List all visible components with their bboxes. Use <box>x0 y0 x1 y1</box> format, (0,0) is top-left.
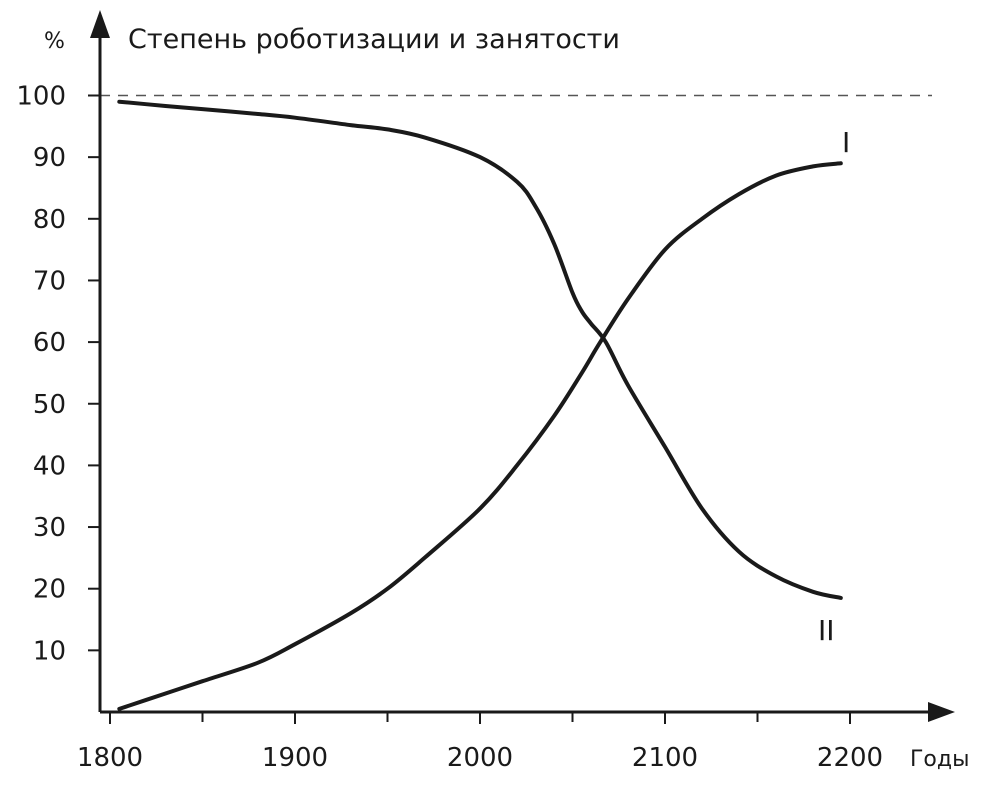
series-line-ii <box>117 99 843 600</box>
y-tick-label: 40 <box>33 451 66 481</box>
y-tick-label: 70 <box>33 266 66 296</box>
axes <box>90 10 955 722</box>
y-tick-label: 10 <box>33 636 66 666</box>
y-tick-label: 60 <box>33 328 66 358</box>
x-tick-label: 1800 <box>77 743 143 773</box>
x-axis-label: Годы <box>910 747 969 772</box>
x-tick-label: 1900 <box>262 743 328 773</box>
series-layer <box>117 99 843 711</box>
y-axis-arrow <box>90 10 110 38</box>
chart-title: Степень роботизации и занятости <box>128 24 620 55</box>
y-axis-unit: % <box>44 29 65 54</box>
y-tick-label: 30 <box>33 513 66 543</box>
series-label-i: I <box>842 126 850 159</box>
series-label-ii: II <box>818 614 835 647</box>
tick-layer: 10 20 30 40 50 60 70 80 90 100 1800 1900 2000 2100 220… <box>16 82 883 774</box>
y-tick-label: 50 <box>33 390 66 420</box>
x-tick-label: 2000 <box>447 743 513 773</box>
y-tick-label: 90 <box>33 143 66 173</box>
series-line-i <box>117 161 843 711</box>
y-tick-label: 100 <box>16 82 66 112</box>
x-tick-label: 2200 <box>817 743 883 773</box>
y-tick-label: 20 <box>33 575 66 605</box>
y-tick-label: 80 <box>33 205 66 235</box>
x-tick-label: 2100 <box>632 743 698 773</box>
x-axis-arrow <box>928 702 955 722</box>
